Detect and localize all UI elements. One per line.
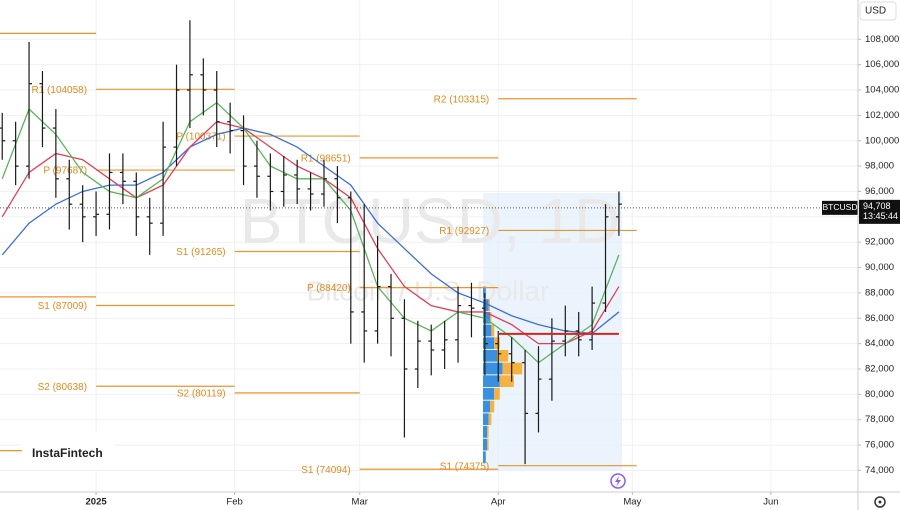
bolt-ring[interactable]: [610, 473, 626, 489]
x-tick-label: Jun: [763, 497, 778, 508]
x-tick-label: Feb: [226, 497, 242, 508]
bolt[interactable]: [615, 476, 621, 487]
profile-buy: [483, 375, 500, 388]
profile-sell: [494, 388, 500, 400]
pivot-label: S1 (74375): [440, 461, 489, 472]
price: 94,708: [863, 201, 891, 211]
profile-buy: [483, 426, 488, 438]
profile-sell: [490, 400, 495, 413]
x-tick-label: May: [623, 497, 641, 508]
pivot-label: R1 (98651): [301, 153, 351, 164]
pivot-label: P (88420): [307, 283, 351, 294]
profile-range: [483, 193, 622, 470]
pivot-label: S1 (91265): [176, 247, 225, 258]
ma-line: [1, 121, 620, 345]
brand: InstaFintech: [32, 446, 103, 460]
symbol-box: [822, 200, 858, 215]
ma-line: [1, 127, 620, 335]
currency-button[interactable]: [859, 1, 897, 21]
pivot-label: S2 (80119): [177, 388, 226, 399]
profile-buy: [483, 286, 486, 299]
x-tick-label: Apr: [491, 497, 506, 508]
y-tick-label: 78,000: [865, 414, 894, 425]
y-tick-label: 84,000: [865, 338, 894, 349]
y-tick-label: 80,000: [865, 389, 894, 400]
profile-sell: [490, 311, 492, 324]
y-tick-label: 104,000: [865, 85, 899, 96]
y-tick-label: 90,000: [865, 262, 894, 273]
pivot-label: S2 (80638): [38, 382, 87, 393]
pivot-label: R1 (104058): [31, 85, 87, 96]
profile-sell: [491, 324, 495, 337]
y-tick-label: 100,000: [865, 135, 899, 146]
profile-buy: [483, 438, 488, 451]
price-box: [859, 199, 900, 224]
profile-sell: [487, 438, 489, 451]
profile-buy: [483, 324, 492, 337]
y-tick-label: 74,000: [865, 465, 894, 476]
x-tick-label: Mar: [352, 497, 368, 508]
pivot-label: P (97687): [43, 166, 87, 177]
y-tick-label: 106,000: [865, 59, 899, 70]
x-tick-label: 2025: [86, 497, 108, 508]
profile-buy: [483, 337, 495, 349]
y-tick-label: 82,000: [865, 364, 894, 375]
profile-sell: [488, 413, 492, 426]
y-tick-label: 102,000: [865, 110, 899, 121]
profile-buy: [483, 413, 489, 426]
price-time: 13:45:44: [863, 211, 898, 221]
y-tick-label: 98,000: [865, 161, 894, 172]
settings-icon[interactable]: [874, 496, 886, 508]
watermark-subtitle: Bitcoin / U.S. Dollar: [307, 275, 550, 306]
profile-buy: [483, 362, 503, 375]
profile-sell: [502, 362, 523, 375]
symbol: BTCUSD: [823, 202, 858, 212]
profile-sell: [497, 349, 509, 362]
pivot-label: R2 (103315): [434, 94, 490, 105]
y-tick-label: 76,000: [865, 440, 894, 451]
profile-buy: [483, 388, 495, 400]
settings-ring[interactable]: [874, 496, 886, 508]
currency[interactable]: USD: [865, 6, 886, 17]
bolt-icon[interactable]: [610, 473, 626, 489]
y-tick-label: 92,000: [865, 237, 894, 248]
profile-buy: [483, 451, 486, 464]
y-tick-label: 108,000: [865, 34, 899, 45]
pivot-label: S1 (87009): [38, 301, 87, 312]
y-tick-label: 88,000: [865, 287, 894, 298]
settings-dot[interactable]: [878, 500, 882, 504]
profile-buy: [483, 299, 489, 311]
brand-box: [22, 432, 114, 470]
profile-sell: [487, 426, 489, 438]
profile-buy: [483, 349, 497, 362]
pivot-label: R1 (92927): [439, 226, 489, 237]
profile-buy: [483, 311, 490, 324]
pivot-label: S1 (74094): [301, 465, 350, 476]
y-tick-label: 86,000: [865, 313, 894, 324]
profile-sell: [499, 375, 514, 388]
profile-buy: [483, 400, 490, 413]
watermark-title: BTCUSD, 1D: [240, 185, 621, 257]
y-tick-label: 96,000: [865, 186, 894, 197]
